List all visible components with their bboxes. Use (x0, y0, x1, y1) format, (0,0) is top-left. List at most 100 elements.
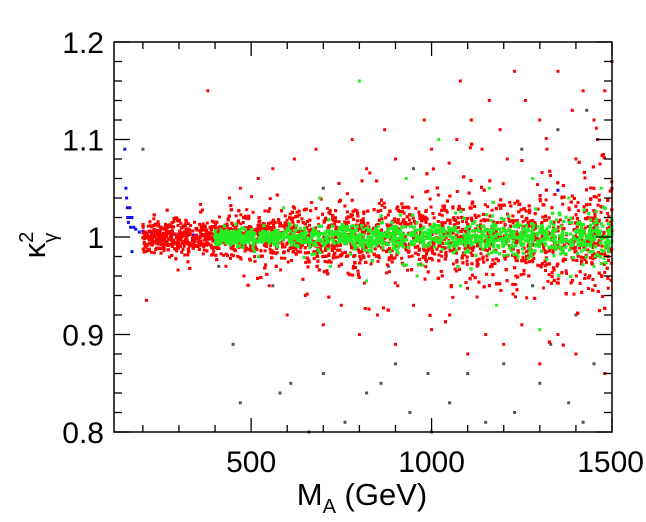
red-points-marker (466, 352, 470, 356)
red-points-marker (572, 292, 576, 296)
red-points-marker (198, 235, 202, 239)
red-points-marker (246, 283, 250, 287)
red-points-marker (288, 216, 292, 220)
red-points-marker (239, 243, 243, 247)
red-points-marker (380, 217, 384, 221)
red-points-marker (440, 274, 444, 278)
red-points-marker (211, 252, 215, 256)
red-points-marker (380, 198, 383, 202)
red-points-marker (305, 220, 309, 223)
red-points-marker (468, 277, 472, 281)
red-points-marker (321, 212, 324, 216)
red-points-marker (425, 252, 429, 256)
red-points-marker (147, 224, 150, 228)
red-points-marker (469, 216, 473, 220)
red-points-marker (280, 224, 284, 228)
red-points-marker (443, 221, 447, 225)
red-points-marker (206, 89, 210, 93)
red-points-marker (471, 200, 475, 204)
red-points-marker (593, 242, 597, 245)
red-points-marker (527, 274, 531, 278)
red-points-marker (285, 242, 289, 246)
red-points-marker (438, 212, 442, 216)
red-points-marker (542, 246, 545, 250)
red-points-marker (488, 284, 491, 288)
red-points-marker (372, 208, 376, 212)
red-points-marker (485, 249, 489, 253)
red-points-marker (258, 219, 262, 223)
red-points-marker (410, 268, 414, 272)
red-points-marker (438, 244, 442, 248)
red-points-marker (349, 215, 353, 219)
red-points-marker (202, 228, 206, 232)
red-points-marker (156, 220, 160, 224)
red-points-marker (556, 229, 560, 233)
red-points-marker (536, 183, 539, 187)
red-points-marker (511, 221, 515, 225)
red-points-marker (584, 217, 587, 221)
red-points-marker (582, 210, 586, 214)
red-points-marker (437, 253, 441, 257)
red-points-marker (230, 221, 234, 225)
red-points-marker (199, 239, 203, 243)
red-points-marker (303, 251, 307, 255)
red-points-marker (386, 213, 390, 217)
red-points-marker (161, 242, 165, 246)
red-points-marker (152, 217, 156, 221)
red-points-marker (416, 244, 420, 248)
red-points-marker (283, 245, 287, 249)
red-points-marker (452, 223, 456, 227)
red-points-marker (563, 258, 567, 261)
red-points-marker (511, 292, 515, 296)
red-points-marker (268, 207, 272, 211)
red-points-marker (377, 254, 380, 258)
red-points-marker (177, 219, 180, 223)
red-points-marker (497, 235, 501, 239)
red-points-marker (522, 225, 526, 229)
red-points-marker (435, 186, 439, 190)
red-points-marker (451, 295, 455, 299)
red-points-marker (600, 275, 604, 278)
red-points-marker (193, 239, 197, 243)
red-points-marker (267, 221, 271, 225)
grey-points-marker (585, 108, 589, 112)
red-points-marker (205, 249, 209, 253)
red-points-marker (564, 269, 568, 273)
red-points-marker (228, 196, 231, 200)
red-points-marker (350, 243, 354, 247)
red-points-marker (533, 296, 537, 300)
red-points-marker (141, 225, 145, 229)
red-points-marker (461, 251, 465, 255)
red-points-marker (297, 213, 301, 217)
red-points-marker (168, 255, 171, 259)
red-points-marker (288, 212, 292, 216)
grey-points-marker (556, 128, 560, 132)
red-points-marker (334, 209, 338, 213)
red-points-marker (439, 269, 443, 273)
red-points-marker (489, 265, 493, 269)
red-points-marker (288, 246, 292, 250)
red-points-marker (267, 227, 270, 231)
red-points-marker (521, 255, 525, 259)
red-points-marker (299, 229, 303, 233)
red-points-marker (294, 252, 298, 256)
red-points-marker (540, 234, 544, 238)
red-points-marker (465, 259, 469, 263)
red-points-marker (598, 162, 602, 166)
grey-points-marker (484, 420, 488, 424)
red-points-marker (209, 228, 213, 231)
red-points-marker (304, 207, 308, 211)
red-points-marker (432, 216, 436, 220)
red-points-marker (280, 231, 284, 235)
blue-points-marker (125, 196, 129, 200)
red-points-marker (172, 217, 176, 220)
red-points-marker (528, 210, 531, 214)
red-points-marker (543, 259, 547, 263)
red-points-marker (260, 254, 264, 258)
red-points-marker (479, 247, 482, 251)
red-points-marker (600, 244, 604, 248)
red-points-marker (363, 281, 366, 285)
red-points-marker (314, 207, 318, 211)
red-points-marker (323, 260, 327, 263)
red-points-marker (466, 244, 470, 248)
